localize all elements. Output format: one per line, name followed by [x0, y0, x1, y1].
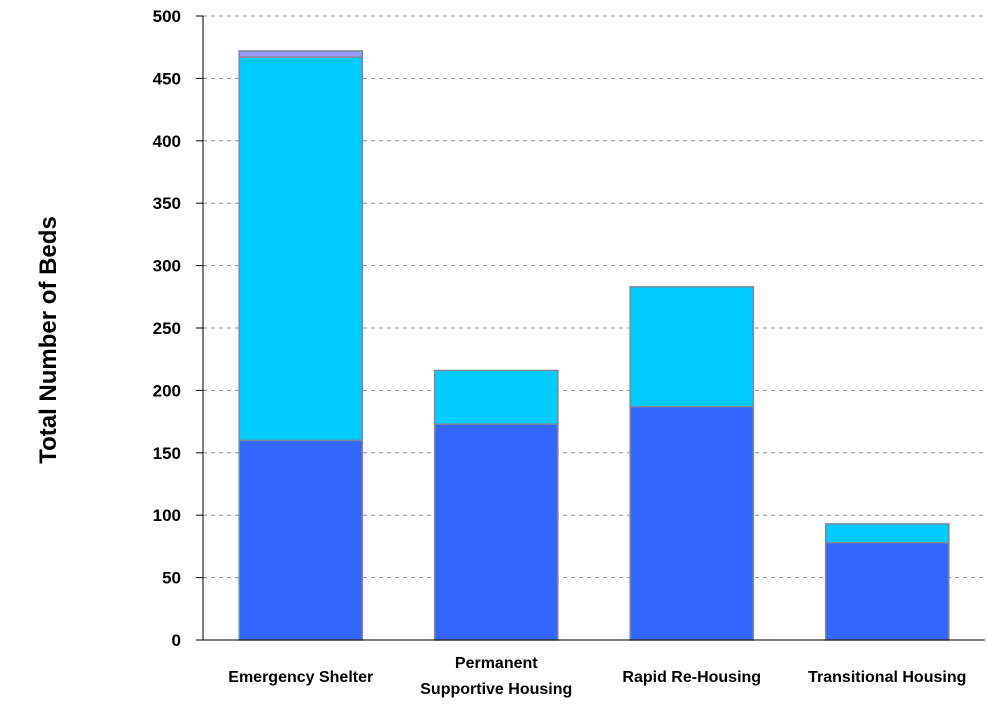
- x-category-label: Permanent: [455, 655, 538, 672]
- bar-segment: [629, 405, 755, 641]
- y-tick-label: 500: [153, 7, 181, 26]
- y-tick-label: 200: [153, 381, 181, 400]
- y-tick-label: 250: [153, 319, 181, 338]
- y-tick-label: 100: [153, 506, 181, 525]
- y-tick-label: 50: [162, 569, 181, 588]
- bar-segment: [433, 423, 559, 641]
- bar-segment: [238, 439, 364, 641]
- x-category-label: Transitional Housing: [808, 669, 966, 686]
- y-tick-label: 300: [153, 257, 181, 276]
- x-category-labels: Emergency Shelter Permanent Supportive Hou…: [228, 655, 966, 698]
- x-category-label: Emergency Shelter: [228, 669, 373, 686]
- bar-segment: [824, 541, 950, 641]
- y-tick-label: 0: [172, 631, 181, 650]
- x-category-label: Supportive Housing: [420, 681, 572, 698]
- y-tick-label: 400: [153, 132, 181, 151]
- y-tick-label: 350: [153, 194, 181, 213]
- y-tick-label: 450: [153, 69, 181, 88]
- bar-segment: [433, 369, 559, 425]
- y-tick-label: 150: [153, 444, 181, 463]
- y-tick-labels: 0 50 100 150 200 250 300 350 400 450 500: [153, 7, 203, 650]
- bar-segment: [824, 523, 950, 544]
- x-category-label: Rapid Re-Housing: [622, 669, 761, 686]
- bar-segment: [629, 286, 755, 408]
- bar-segment: [238, 50, 364, 58]
- bar-segment: [238, 56, 364, 442]
- bars: [238, 50, 950, 641]
- y-axis-title: Total Number of Beds: [35, 216, 62, 464]
